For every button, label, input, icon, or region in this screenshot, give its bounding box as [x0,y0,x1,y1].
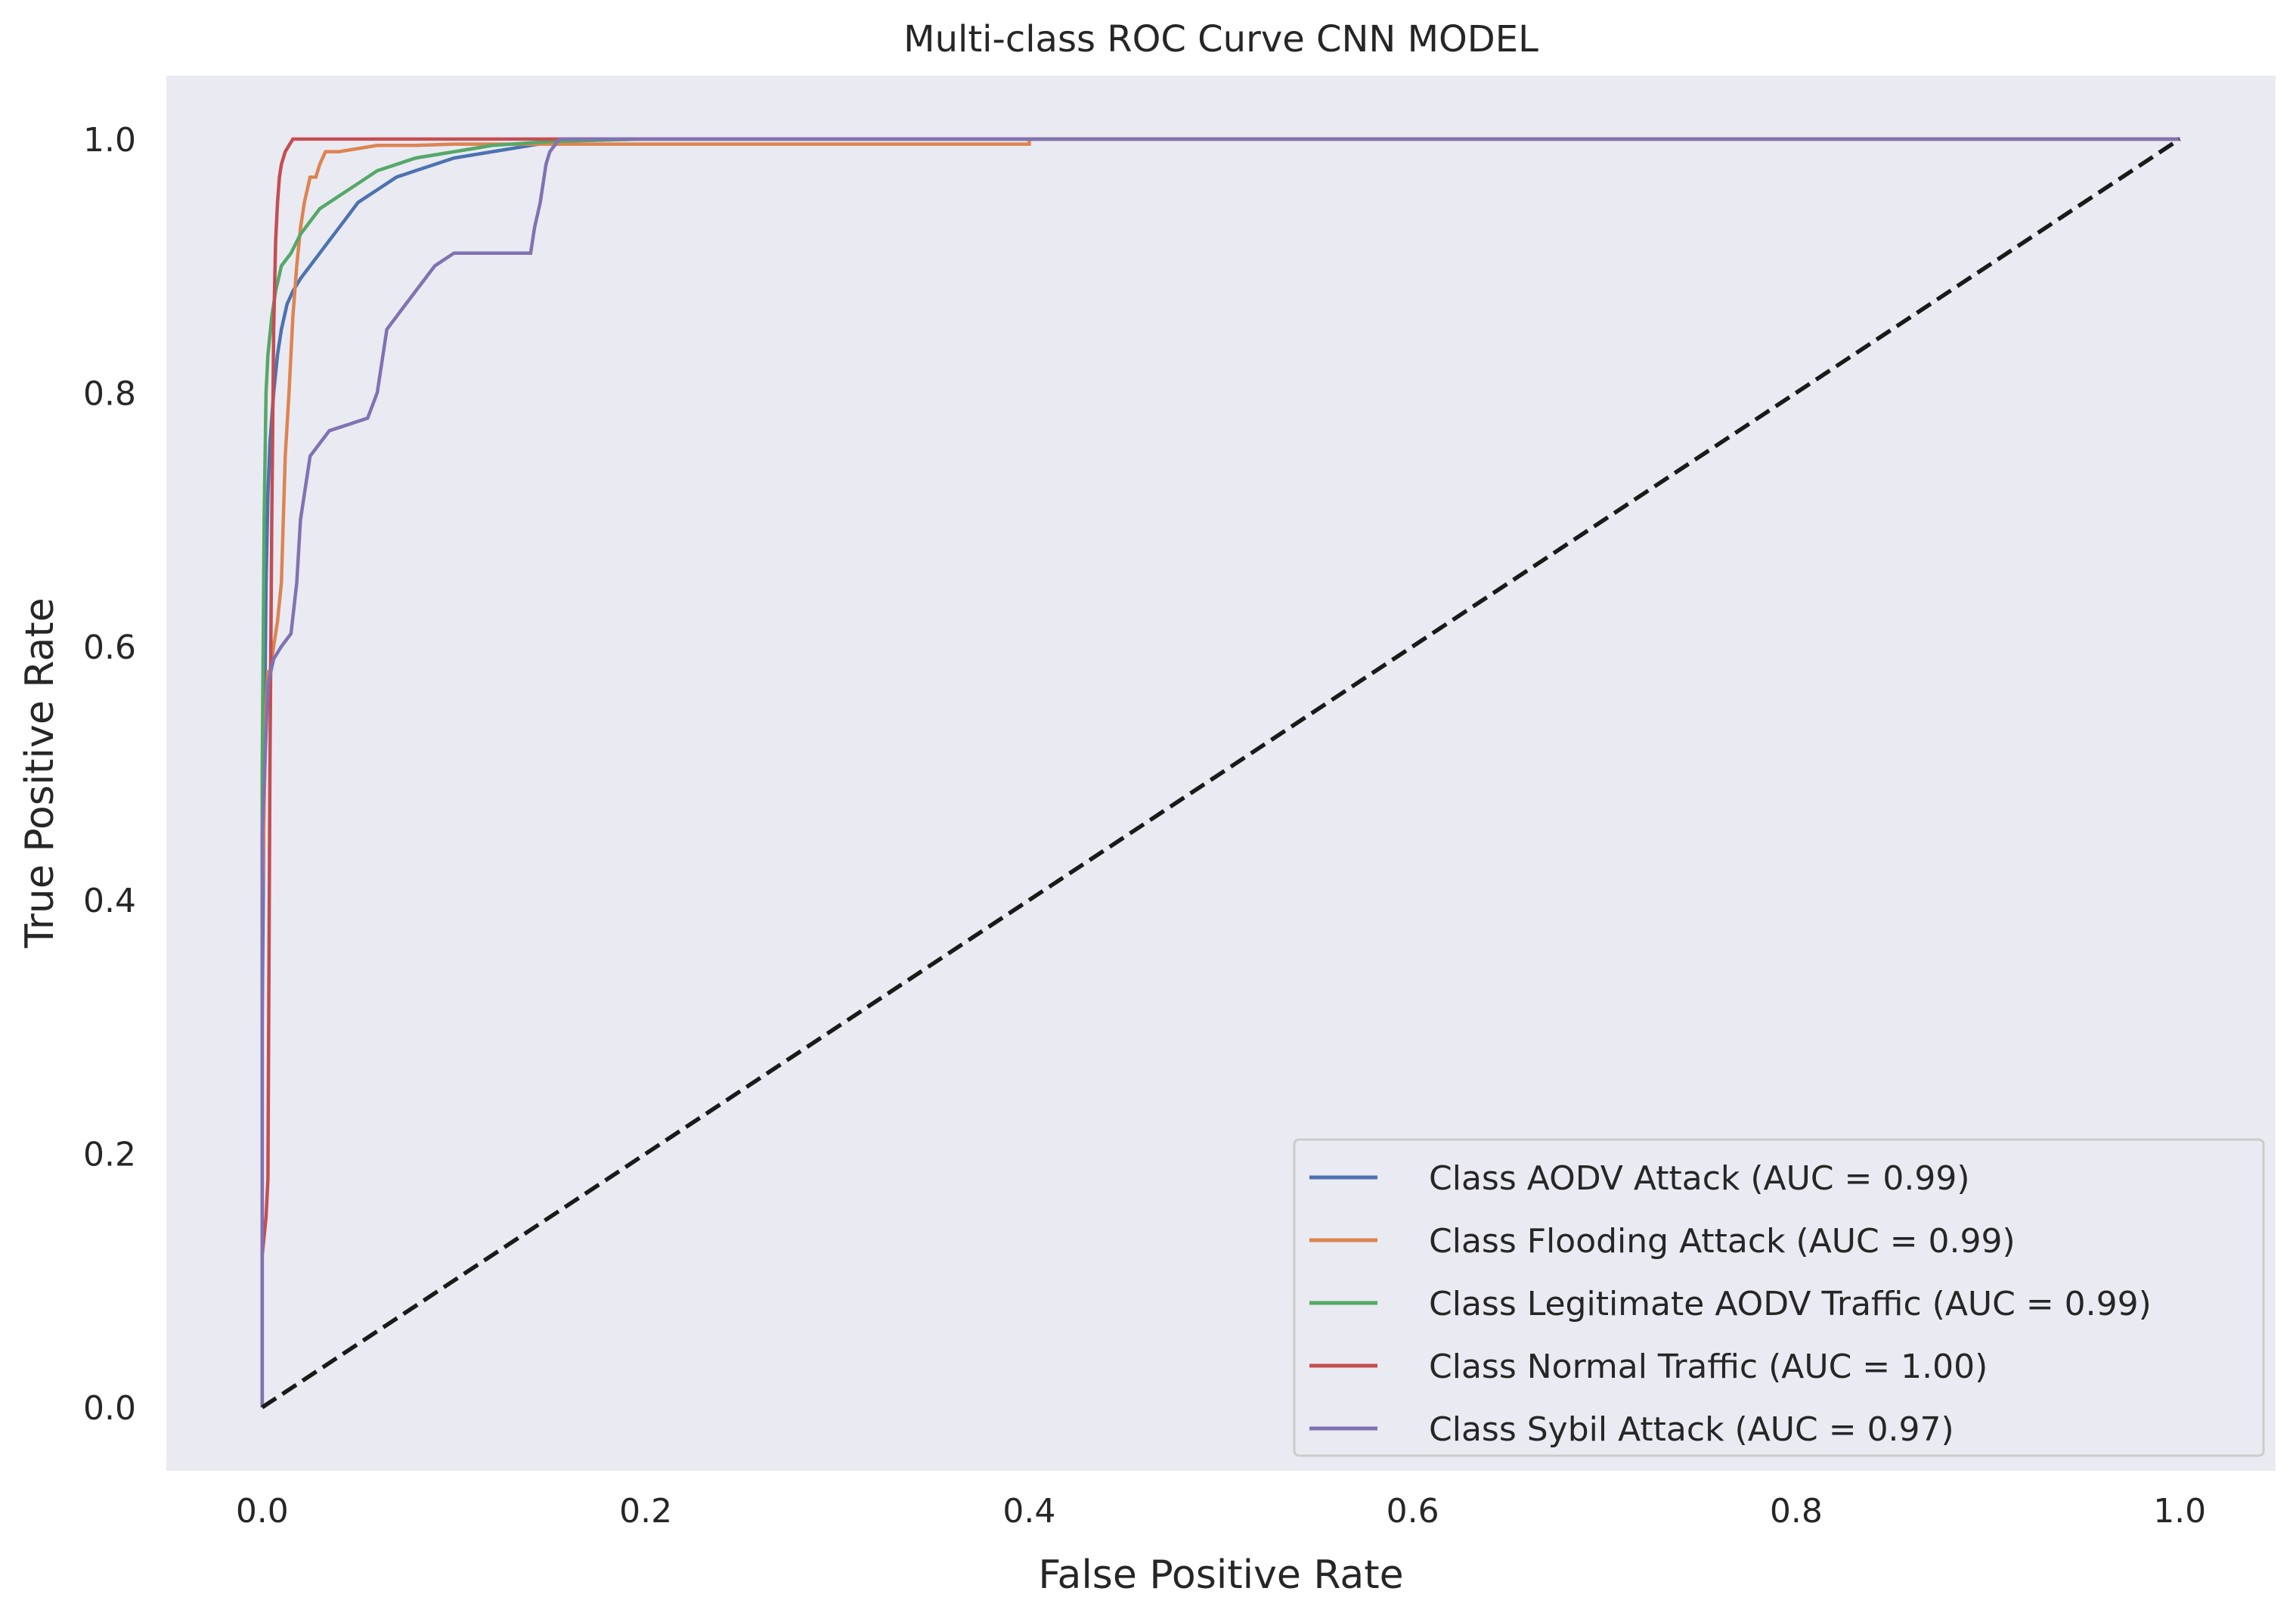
x-axis-label: False Positive Rate [1038,1552,1403,1598]
y-tick-label: 0.0 [83,1389,136,1428]
y-axis-label: True Positive Rate [17,597,63,948]
x-axis: 0.0 0.2 0.4 0.6 0.8 1.0 [236,1492,2206,1531]
legend-label: Class Sybil Attack (AUC = 0.97) [1429,1410,1954,1449]
y-tick-label: 0.8 [83,374,136,413]
legend-label: Class Legitimate AODV Traffic (AUC = 0.9… [1429,1285,2152,1323]
legend-label: Class Normal Traffic (AUC = 1.00) [1429,1348,1988,1386]
x-tick-label: 0.0 [236,1492,289,1531]
y-tick-label: 1.0 [83,121,136,160]
series-layer [260,137,2181,1410]
x-tick-label: 0.6 [1387,1492,1439,1531]
y-tick-label: 0.4 [83,882,136,920]
legend-label: Class Flooding Attack (AUC = 0.99) [1429,1222,2016,1261]
series-line-3 [260,137,2180,1408]
y-tick-label: 0.6 [83,628,136,667]
legend: Class AODV Attack (AUC = 0.99) Class Floo… [1293,1138,2265,1457]
chart-title: Multi-class ROC Curve CNN MODEL [903,18,1538,60]
chance-diagonal-line [261,137,2181,1410]
x-tick-label: 0.2 [619,1492,672,1531]
legend-label: Class AODV Attack (AUC = 0.99) [1429,1159,1970,1198]
series-line-4 [260,137,2180,1408]
series-line-2 [260,137,2180,1408]
x-tick-label: 1.0 [2153,1492,2206,1531]
legend-box [1293,1138,2265,1457]
y-tick-label: 0.2 [83,1136,136,1174]
x-tick-label: 0.8 [1770,1492,1823,1531]
y-axis: 0.0 0.2 0.4 0.6 0.8 1.0 [83,121,136,1428]
x-tick-label: 0.4 [1002,1492,1055,1531]
